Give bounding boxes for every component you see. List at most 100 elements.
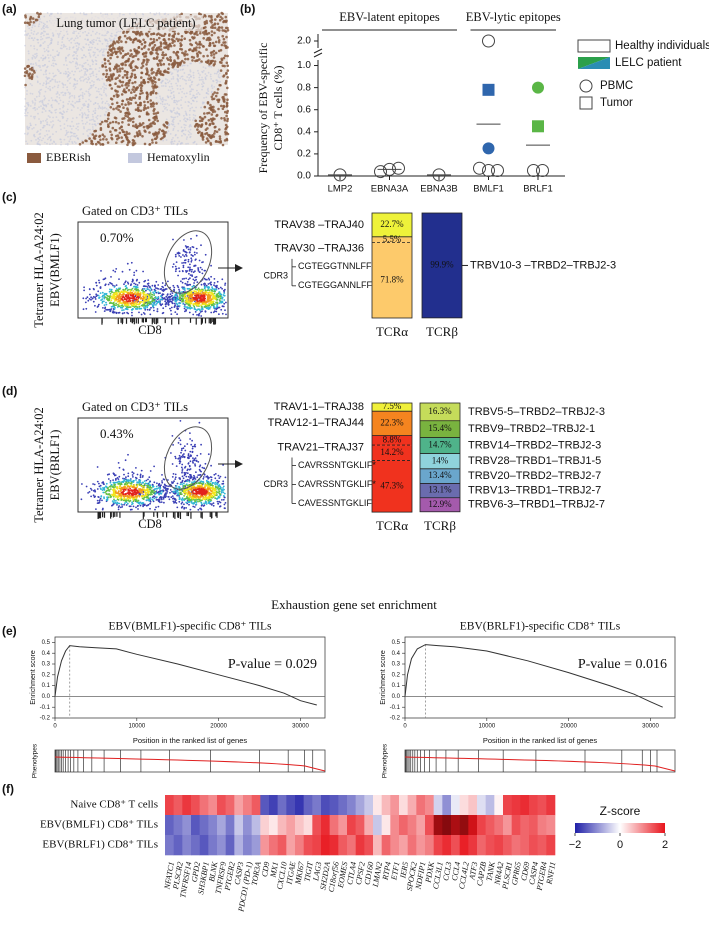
eber-stain [129, 102, 133, 105]
hematoxylin-stain [52, 75, 55, 78]
eber-stain [218, 26, 221, 29]
eber-stain [214, 94, 218, 98]
flow-event [207, 306, 209, 309]
eber-stain [208, 63, 211, 66]
flow-event [219, 297, 222, 300]
flow-event [181, 454, 184, 457]
hematoxylin-stain [26, 107, 28, 110]
eber-stain [123, 34, 127, 38]
eber-stain [128, 117, 131, 120]
eber-stain [213, 60, 217, 63]
hematoxylin-stain [43, 27, 45, 30]
hematoxylin-stain [186, 118, 189, 121]
hematoxylin-stain [83, 103, 86, 105]
eber-stain [133, 90, 136, 93]
eber-stain [159, 33, 162, 37]
flow-event [204, 462, 207, 465]
hematoxylin-stain [220, 75, 223, 78]
eber-stain [188, 48, 191, 52]
eber-stain [157, 132, 160, 135]
hematoxylin-stain [73, 54, 75, 56]
hematoxylin-stain [104, 39, 107, 42]
flow-event [131, 308, 134, 310]
hematoxylin-stain [57, 86, 59, 89]
flow-event [86, 296, 89, 299]
flow-event [184, 303, 186, 306]
hematoxylin-stain [183, 79, 186, 81]
flow-event [189, 263, 191, 266]
hematoxylin-stain [63, 72, 65, 75]
flow-event [160, 295, 163, 298]
hematoxylin-stain [109, 39, 112, 42]
eber-stain [194, 59, 197, 63]
hematoxylin-stain [47, 115, 50, 117]
hematoxylin-stain [86, 81, 88, 84]
flow-event [179, 456, 182, 459]
flow-event [115, 304, 117, 306]
hematoxylin-stain [103, 91, 105, 94]
eber-stain [226, 54, 229, 58]
flow-event [185, 475, 188, 478]
flow-event [94, 490, 97, 493]
hematoxylin-stain [87, 108, 90, 111]
legend-label: EBERish [46, 150, 91, 164]
hematoxylin-stain [91, 46, 93, 49]
hematoxylin-stain [102, 54, 104, 57]
hematoxylin-stain [47, 57, 50, 59]
hematoxylin-stain [99, 119, 102, 122]
hematoxylin-stain [71, 131, 73, 134]
hematoxylin-stain [98, 67, 101, 69]
hematoxylin-stain [24, 132, 26, 135]
eber-stain [151, 48, 155, 52]
hematoxylin-stain [53, 59, 56, 62]
hematoxylin-stain [52, 49, 54, 51]
eber-stain [150, 72, 154, 75]
hematoxylin-stain [161, 103, 164, 106]
hematoxylin-stain [44, 64, 46, 66]
hematoxylin-stain [78, 100, 81, 103]
hematoxylin-stain [89, 65, 92, 67]
hematoxylin-stain [26, 142, 29, 145]
hematoxylin-stain [52, 56, 54, 58]
eber-stain [201, 136, 204, 139]
hematoxylin-stain [34, 104, 36, 106]
eber-stain [126, 82, 129, 85]
hematoxylin-stain [30, 44, 32, 47]
eber-stain [188, 38, 192, 42]
eber-stain [164, 42, 168, 46]
hematoxylin-stain [76, 58, 78, 61]
flow-event [143, 307, 145, 309]
eber-stain [225, 138, 229, 142]
hematoxylin-stain [51, 38, 53, 41]
flow-event [134, 283, 137, 286]
hematoxylin-stain [59, 72, 62, 74]
flow-event [157, 505, 160, 508]
flow-event [166, 293, 169, 295]
hematoxylin-stain [213, 86, 216, 88]
eber-stain [122, 106, 125, 109]
flow-event [127, 282, 130, 285]
hematoxylin-stain [81, 64, 84, 67]
eber-stain [214, 125, 217, 129]
hematoxylin-stain [42, 107, 45, 109]
hematoxylin-stain [88, 92, 90, 95]
eber-stain [162, 62, 166, 66]
flow-event [181, 501, 184, 504]
flow-event [197, 508, 200, 511]
flow-event [125, 476, 127, 479]
flow-event [146, 308, 149, 311]
legend-swatch [577, 39, 611, 53]
flow-event [164, 488, 167, 490]
flow-event [221, 278, 224, 281]
flow-event [202, 477, 205, 480]
flow-event [181, 481, 184, 483]
hematoxylin-stain [172, 121, 175, 123]
hematoxylin-stain [113, 38, 115, 41]
eber-stain [116, 55, 119, 59]
flow-event [186, 443, 189, 445]
hematoxylin-stain [73, 78, 76, 81]
flow-event [216, 280, 219, 283]
hematoxylin-stain [52, 140, 55, 143]
hematoxylin-stain [181, 96, 183, 99]
hematoxylin-stain [217, 74, 220, 76]
